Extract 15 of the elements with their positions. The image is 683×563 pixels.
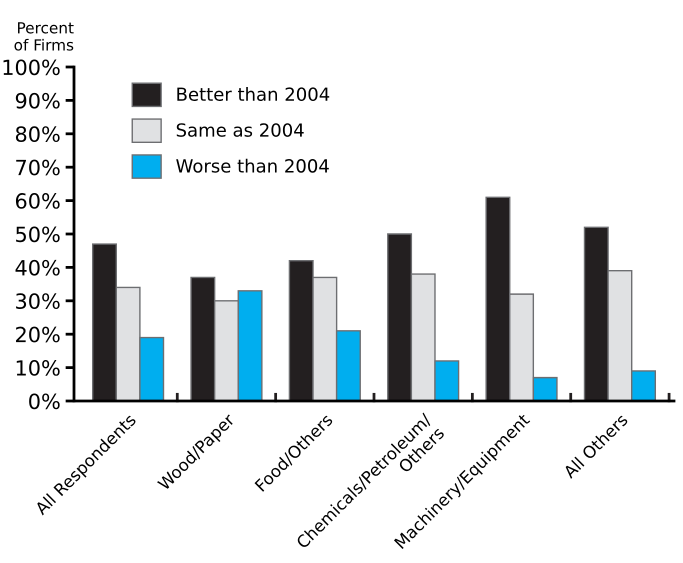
y-tick-label: 40% — [16, 260, 60, 276]
legend-label: Better than 2004 — [177, 87, 330, 102]
legend-label: Same as 2004 — [176, 123, 304, 137]
y-tick-label: 70% — [16, 160, 60, 176]
y-tick-label: 60% — [16, 193, 60, 209]
y-tick-label: 20% — [16, 326, 60, 342]
y-axis-title: Percent of Firms — [14, 22, 74, 51]
y-tick-label: 10% — [16, 360, 60, 376]
legend-label: Worse than 2004 — [176, 158, 329, 173]
y-tick-label: 30% — [16, 293, 60, 310]
y-tick-label: 50% — [16, 226, 60, 242]
y-tick-label: 100% — [4, 59, 60, 76]
y-tick-label: 0% — [29, 393, 60, 410]
y-tick-label: 90% — [16, 92, 60, 109]
y-tick-label: 80% — [16, 126, 60, 142]
